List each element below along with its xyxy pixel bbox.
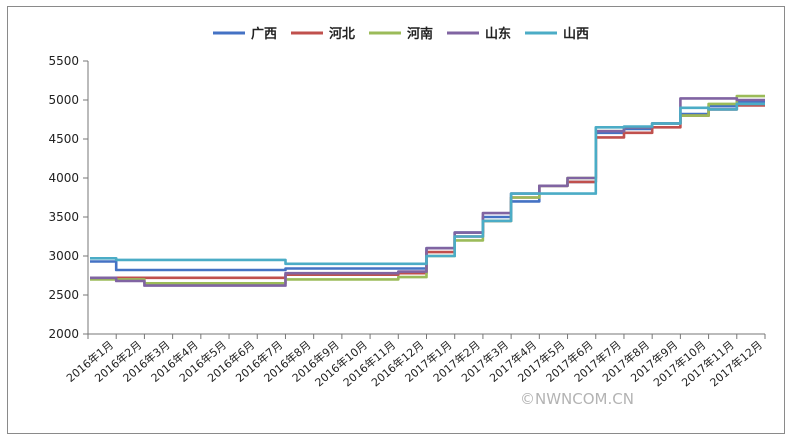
y-tick-label: 3500 [48,210,79,224]
y-axis: 2000 2500 3000 3500 4000 4500 5000 5500 [48,54,89,341]
x-axis: 2016年1月2016年2月2016年3月2016年4月2016年5月2016年… [63,333,766,389]
watermark: ©NWNCOM.CN [520,390,634,408]
legend-label-4: 山西 [563,26,589,42]
y-tick-label: 5500 [48,54,79,68]
series-line-4 [90,102,765,266]
y-tick-label: 5000 [48,93,79,107]
chart-frame: 广西 河北 河南 山东 山西 2000 2500 3000 3500 4000 4500 5000 5… [7,6,785,434]
legend-label-0: 广西 [251,26,277,42]
legend-label-1: 河北 [329,26,355,42]
legend-label-3: 山东 [485,26,511,42]
y-tick-label: 3000 [48,249,79,263]
y-tick-label: 4500 [48,132,79,146]
line-chart: 广西 河北 河南 山东 山西 2000 2500 3000 3500 4000 4500 5000 5… [48,26,766,408]
y-tick-label: 2000 [48,327,79,341]
y-tick-label: 4000 [48,171,79,185]
series-group [90,94,765,287]
legend: 广西 河北 河南 山东 山西 [213,26,589,42]
y-tick-label: 2500 [48,288,79,302]
legend-label-2: 河南 [407,26,433,42]
